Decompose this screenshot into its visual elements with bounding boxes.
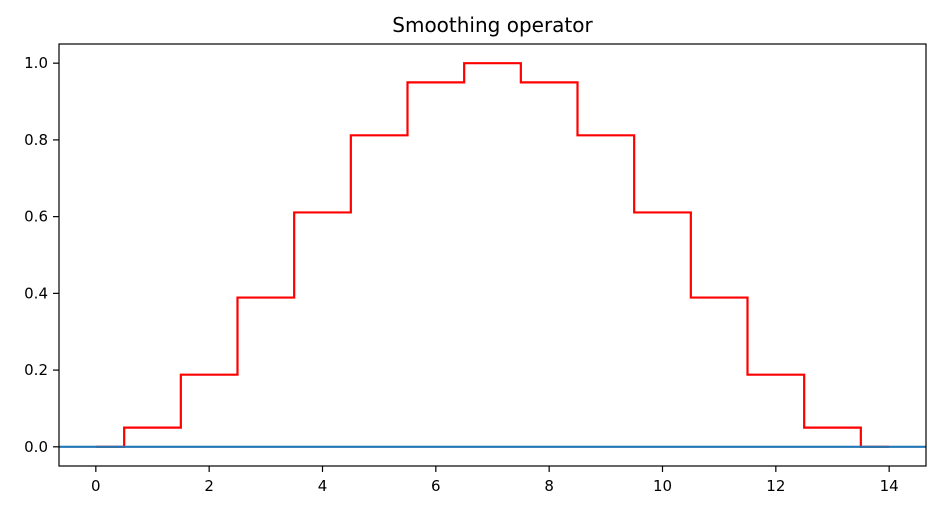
axes-frame bbox=[58, 43, 927, 467]
x-tick-label: 8 bbox=[544, 477, 554, 495]
axis-layer: 0 2 4 6 8 10 12 14 0.0 0.2 0.4 0.6 0.8 1.0 bbox=[24, 43, 927, 495]
x-tick-label: 6 bbox=[431, 477, 441, 495]
x-tick-label: 12 bbox=[766, 477, 785, 495]
chart-title: Smoothing operator bbox=[392, 13, 593, 37]
y-tick-label: 0.8 bbox=[24, 131, 48, 149]
y-tick-label: 0.2 bbox=[24, 361, 48, 379]
step-series-line bbox=[95, 62, 890, 448]
plot-inner bbox=[59, 62, 926, 448]
x-tick-label: 4 bbox=[318, 477, 328, 495]
x-tick-label: 2 bbox=[204, 477, 214, 495]
x-tick-label: 10 bbox=[653, 477, 672, 495]
plot-layer bbox=[59, 62, 926, 448]
x-tick-label: 0 bbox=[91, 477, 101, 495]
y-tick-label: 1.0 bbox=[24, 54, 48, 72]
y-tick-label: 0.6 bbox=[24, 208, 48, 226]
x-tick-label: 14 bbox=[880, 477, 899, 495]
y-tick-label: 0.4 bbox=[24, 284, 48, 302]
y-tick-label: 0.0 bbox=[24, 438, 48, 456]
